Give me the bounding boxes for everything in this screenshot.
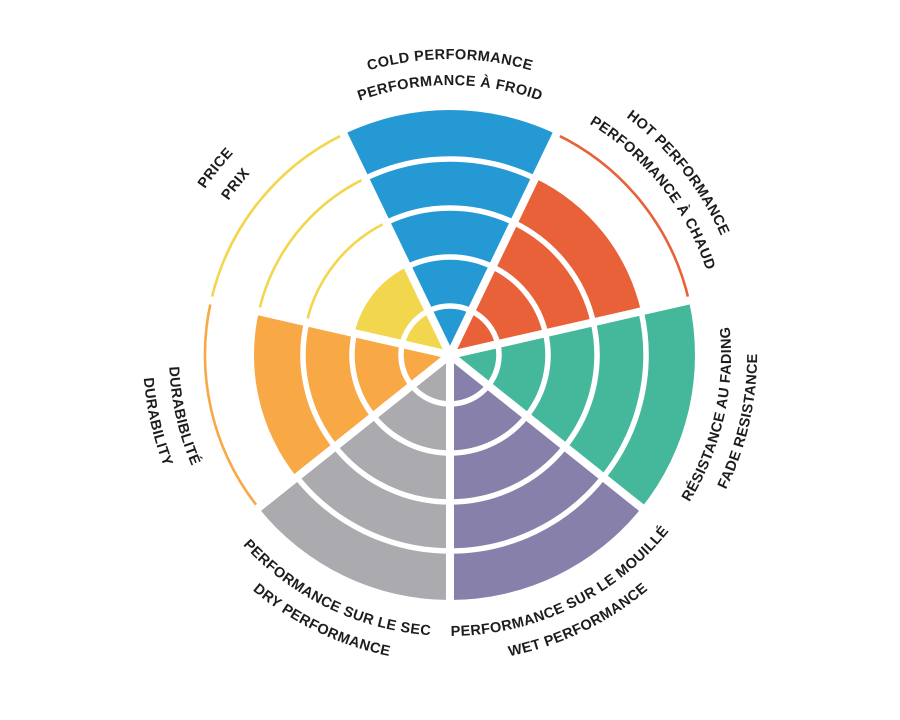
ring-divider-arc-durability — [349, 332, 376, 418]
ring-outline-arc-price — [257, 177, 366, 312]
wedge-wet-performance — [449, 355, 642, 601]
ring-divider-arc-durability — [300, 321, 338, 449]
sector-label-fr-cold-performance: PERFORMANCE À FROID — [356, 73, 545, 104]
sector-label-en-cold-performance: COLD PERFORMANCE — [365, 47, 534, 74]
ring-outline-layer — [203, 133, 691, 509]
wedge-dry-performance — [258, 355, 451, 600]
wedge-fade-resistance — [450, 300, 695, 508]
sector-label-text-en-hot-performance: HOT PERFORMANCE — [624, 108, 732, 238]
sector-label-fr-price: PRIX — [219, 165, 254, 203]
wedge-cold-performance — [343, 109, 557, 355]
sector-separator-line — [335, 122, 454, 357]
ring-divider-arc-dry-performance — [371, 414, 451, 456]
sector-separator-line — [449, 294, 701, 359]
ring-divider-arc-dry-performance — [332, 444, 451, 505]
sector-separator-line — [247, 351, 453, 518]
wedges-layer — [254, 109, 695, 601]
ring-divider-arc-hot-performance — [491, 264, 549, 334]
ring-divider-arc-wet-performance — [449, 444, 568, 505]
sector-separator-line — [199, 294, 451, 359]
sector-separator-line — [447, 351, 653, 518]
ring-divider-arc-fade-resistance — [601, 310, 649, 479]
ring-divider-arc-cold-performance — [385, 205, 515, 226]
ring-divider-arc-fade-resistance — [562, 321, 600, 449]
sector-label-en-hot-performance: HOT PERFORMANCE — [624, 108, 732, 238]
ring-divider-arc-wet-performance — [449, 414, 529, 456]
wedge-price — [354, 266, 450, 355]
ring-outline-arc-price — [305, 221, 387, 323]
wedge-hot-performance — [450, 178, 642, 355]
sector-label-text-fr-cold-performance: PERFORMANCE À FROID — [356, 73, 545, 104]
ring-divider-arc-fade-resistance — [524, 332, 551, 418]
sector-label-text-en-cold-performance: COLD PERFORMANCE — [365, 47, 534, 74]
ring-divider-arc-dry-performance — [294, 475, 451, 554]
ring-divider-arc-cold-performance — [363, 156, 537, 181]
ring-divider-arc-wet-performance — [449, 475, 606, 554]
ring-divider-arc-cold-performance — [406, 254, 494, 270]
ring-outline-arc-hot-performance — [555, 133, 691, 301]
sector-label-text-fr-price: PRIX — [219, 165, 253, 203]
sector-separator-line — [446, 122, 565, 357]
ring-outline-arc-price — [209, 133, 345, 301]
ring-outline-arc-durability — [203, 300, 260, 509]
sector-separators-layer — [199, 122, 701, 612]
ring-divider-arc-hot-performance — [512, 220, 597, 323]
